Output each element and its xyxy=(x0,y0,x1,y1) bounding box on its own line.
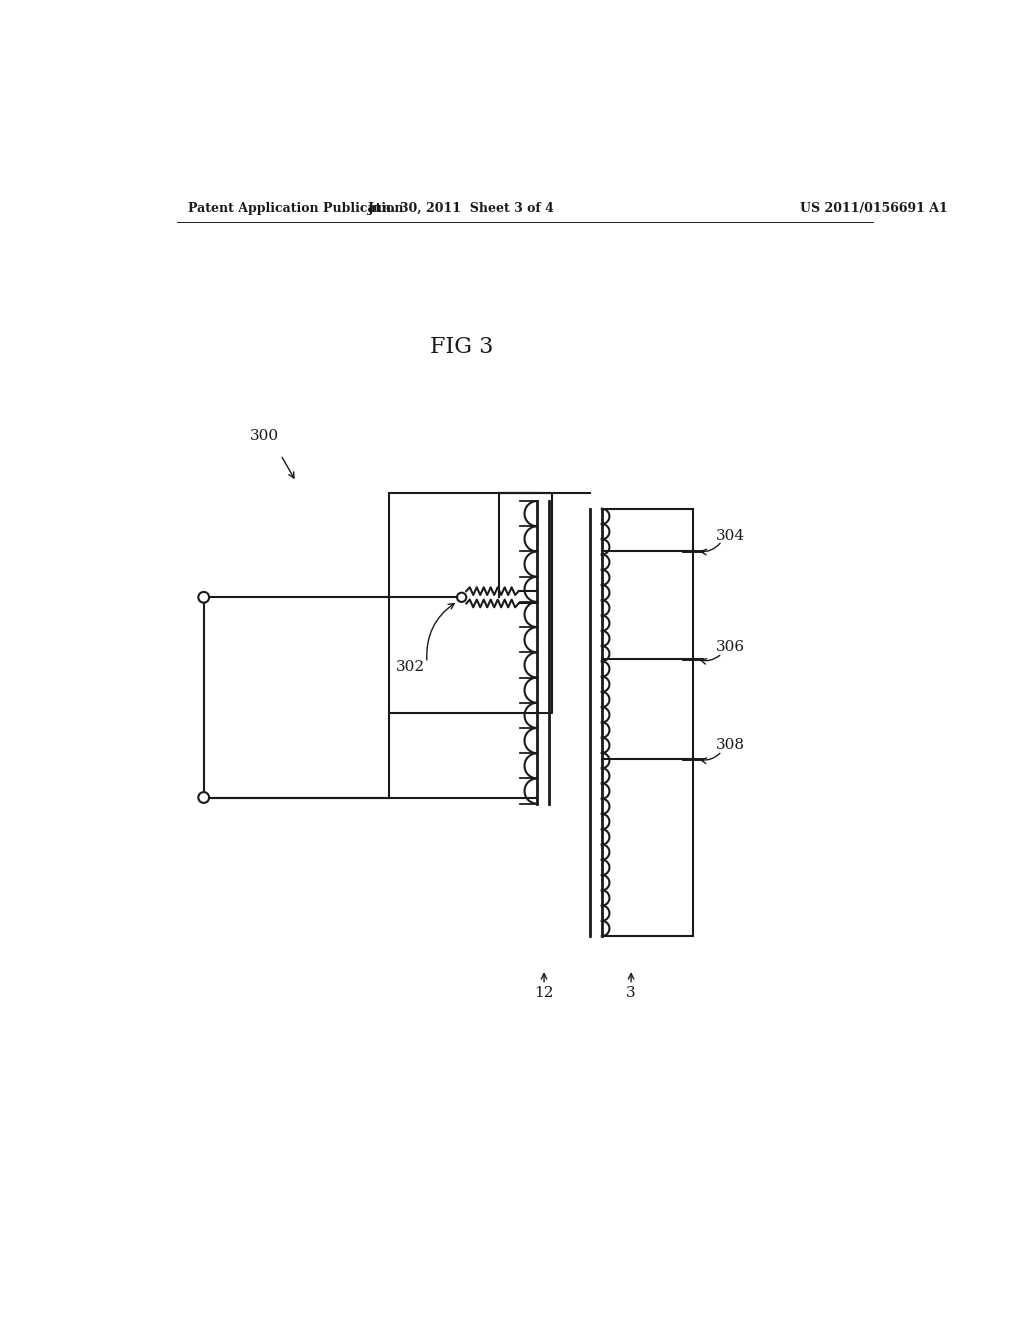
Text: Jun. 30, 2011  Sheet 3 of 4: Jun. 30, 2011 Sheet 3 of 4 xyxy=(369,202,555,215)
Text: 300: 300 xyxy=(250,429,279,442)
Text: 302: 302 xyxy=(396,660,425,673)
Text: US 2011/0156691 A1: US 2011/0156691 A1 xyxy=(801,202,948,215)
Text: 12: 12 xyxy=(535,986,554,1001)
Text: 308: 308 xyxy=(716,738,744,752)
Text: FIG 3: FIG 3 xyxy=(430,337,494,358)
Text: 306: 306 xyxy=(716,640,744,655)
Text: Patent Application Publication: Patent Application Publication xyxy=(188,202,403,215)
Text: 3: 3 xyxy=(627,986,636,1001)
Text: 304: 304 xyxy=(716,529,744,543)
